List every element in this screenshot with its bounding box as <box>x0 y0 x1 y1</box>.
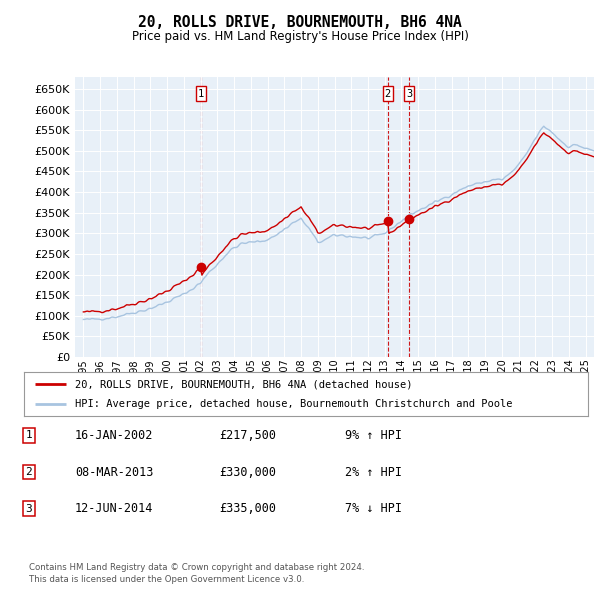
Text: £335,000: £335,000 <box>219 502 276 515</box>
Text: Price paid vs. HM Land Registry's House Price Index (HPI): Price paid vs. HM Land Registry's House … <box>131 30 469 43</box>
Text: This data is licensed under the Open Government Licence v3.0.: This data is licensed under the Open Gov… <box>29 575 304 584</box>
Text: 1: 1 <box>25 431 32 440</box>
Text: 20, ROLLS DRIVE, BOURNEMOUTH, BH6 4NA (detached house): 20, ROLLS DRIVE, BOURNEMOUTH, BH6 4NA (d… <box>75 379 412 389</box>
Text: 20, ROLLS DRIVE, BOURNEMOUTH, BH6 4NA: 20, ROLLS DRIVE, BOURNEMOUTH, BH6 4NA <box>138 15 462 30</box>
Text: 2: 2 <box>385 88 391 99</box>
Text: 3: 3 <box>406 88 412 99</box>
Text: 2: 2 <box>25 467 32 477</box>
Text: HPI: Average price, detached house, Bournemouth Christchurch and Poole: HPI: Average price, detached house, Bour… <box>75 399 512 408</box>
Text: 7% ↓ HPI: 7% ↓ HPI <box>345 502 402 515</box>
Text: 2% ↑ HPI: 2% ↑ HPI <box>345 466 402 478</box>
Text: Contains HM Land Registry data © Crown copyright and database right 2024.: Contains HM Land Registry data © Crown c… <box>29 563 364 572</box>
Text: 9% ↑ HPI: 9% ↑ HPI <box>345 429 402 442</box>
Text: £330,000: £330,000 <box>219 466 276 478</box>
Text: 08-MAR-2013: 08-MAR-2013 <box>75 466 154 478</box>
Text: 3: 3 <box>25 504 32 513</box>
Text: 16-JAN-2002: 16-JAN-2002 <box>75 429 154 442</box>
Text: 1: 1 <box>198 88 205 99</box>
Text: £217,500: £217,500 <box>219 429 276 442</box>
Text: 12-JUN-2014: 12-JUN-2014 <box>75 502 154 515</box>
